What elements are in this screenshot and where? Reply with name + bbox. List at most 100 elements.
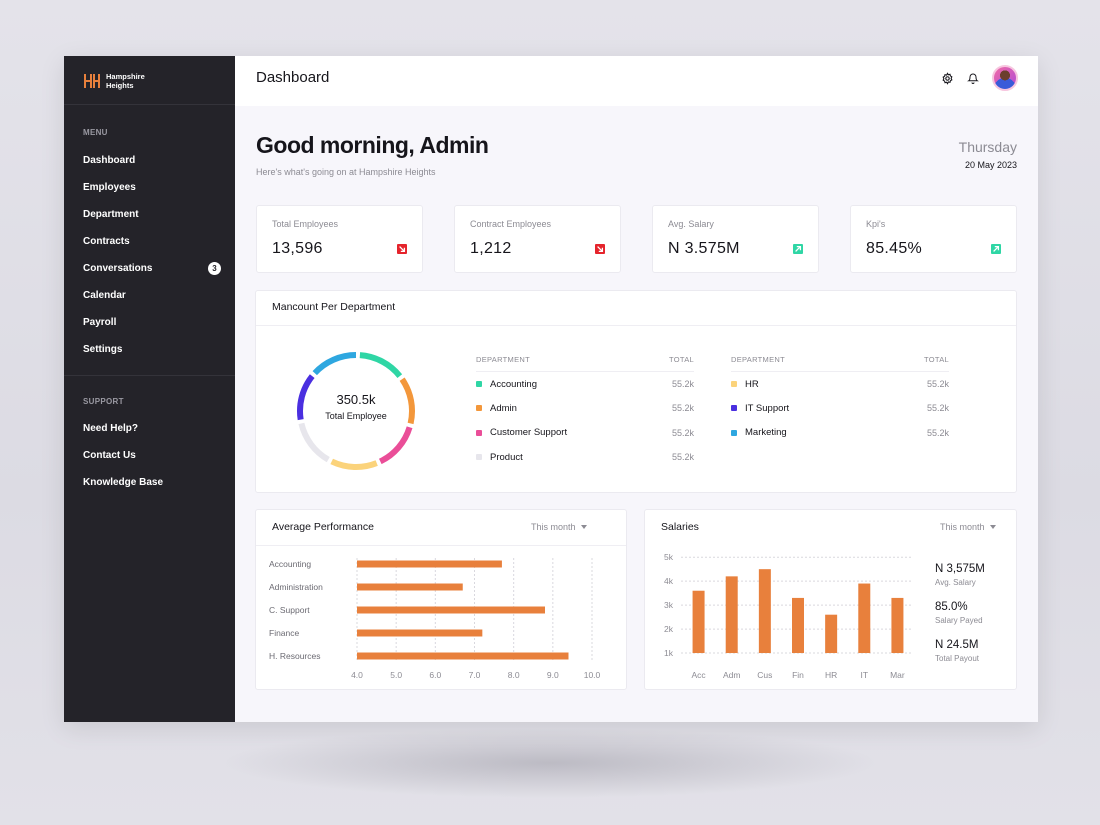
table-row[interactable]: Marketing 55.2k <box>731 421 949 445</box>
x-tick-label: Acc <box>691 670 706 680</box>
table-row[interactable]: Accounting 55.2k <box>476 372 694 396</box>
stat-value: N 3.575M <box>668 240 740 257</box>
stat-label: Total Employees <box>272 219 339 229</box>
bar-finance[interactable] <box>357 629 483 637</box>
sidebar-item-label: Knowledge Base <box>83 476 164 488</box>
avatar[interactable] <box>992 65 1018 91</box>
summary-value: N 24.5M <box>935 639 979 651</box>
sidebar-item-knowledge-base[interactable]: Knowledge Base <box>83 474 217 490</box>
sidebar-item-calendar[interactable]: Calendar <box>83 287 217 303</box>
donut-segment-customer-support[interactable] <box>378 426 413 465</box>
x-tick-label: 6.0 <box>429 670 441 680</box>
sidebar-item-label: Contracts <box>83 235 130 247</box>
chevron-down-icon <box>989 525 996 529</box>
y-tick-label: 1k <box>664 648 674 658</box>
x-tick-label: Adm <box>723 670 740 680</box>
bell-icon[interactable] <box>966 71 980 85</box>
bar-it[interactable] <box>858 583 871 654</box>
bar-cus[interactable] <box>758 569 771 654</box>
table-row[interactable]: Admin 55.2k <box>476 396 694 420</box>
x-tick-label: IT <box>861 670 869 680</box>
sidebar-item-settings[interactable]: Settings <box>83 341 217 357</box>
mancount-card: Mancount Per Department 350.5k Total Emp… <box>255 290 1017 493</box>
x-tick-label: 5.0 <box>390 670 402 680</box>
sidebar-item-payroll[interactable]: Payroll <box>83 314 217 330</box>
salaries-card: Salaries This month 1k 2k 3k 4k 5k Acc Adm Cus F… <box>644 509 1017 690</box>
trend-up-icon <box>991 244 1001 254</box>
gear-icon[interactable] <box>940 71 954 85</box>
department-name: Marketing <box>745 427 787 439</box>
department-total: 55.2k <box>926 427 949 438</box>
bar-mar[interactable] <box>891 597 904 654</box>
sidebar-item-contact-us[interactable]: Contact Us <box>83 447 217 463</box>
y-category-label: H. Resources <box>269 651 321 661</box>
sidebar-item-department[interactable]: Department <box>83 206 217 222</box>
column-header-total: TOTAL <box>924 355 949 364</box>
stat-label: Avg. Salary <box>668 219 714 229</box>
period-dropdown[interactable]: This month <box>940 522 996 532</box>
department-table-right: DEPARTMENT TOTAL HR 55.2k IT Support 55.… <box>731 355 949 445</box>
trend-up-icon <box>793 244 803 254</box>
donut-segment-admin[interactable] <box>399 377 415 425</box>
sidebar-item-label: Conversations <box>83 262 153 274</box>
stat-card-contract-employees[interactable]: Contract Employees 1,212 <box>454 205 621 273</box>
donut-segment-product[interactable] <box>298 422 330 463</box>
table-row[interactable]: Product 55.2k <box>476 445 694 469</box>
stat-card-avg-salary[interactable]: Avg. Salary N 3.575M <box>652 205 819 273</box>
sidebar-item-label: Settings <box>83 343 123 355</box>
donut-segment-accounting[interactable] <box>359 352 403 379</box>
donut-svg <box>297 352 415 470</box>
sidebar-item-dashboard[interactable]: Dashboard <box>83 152 217 168</box>
summary-label: Total Payout <box>935 654 980 663</box>
x-tick-label: 8.0 <box>508 670 520 680</box>
legend-swatch <box>476 405 482 412</box>
dropdown-value: This month <box>940 522 985 532</box>
stat-card-total-employees[interactable]: Total Employees 13,596 <box>256 205 423 273</box>
bar-fin[interactable] <box>792 597 804 654</box>
summary-label: Salary Payed <box>935 616 983 625</box>
table-row[interactable]: Customer Support 55.2k <box>476 421 694 445</box>
bar-hr[interactable] <box>825 614 838 654</box>
sidebar-item-employees[interactable]: Employees <box>83 179 217 195</box>
sidebar-item-label: Calendar <box>83 289 126 301</box>
summary-value: N 3,575M <box>935 563 985 575</box>
bar-adm[interactable] <box>725 576 738 654</box>
top-bar: Dashboard <box>235 56 1038 106</box>
sidebar-item-label: Need Help? <box>83 422 139 434</box>
sidebar: Hampshire Heights MENU Dashboard Employe… <box>64 56 235 722</box>
department-name: Admin <box>490 402 517 414</box>
divider <box>64 104 235 105</box>
bar-accounting[interactable] <box>357 560 502 568</box>
legend-swatch <box>476 429 482 436</box>
period-dropdown[interactable]: This month <box>531 522 587 532</box>
donut-segment-it-support[interactable] <box>297 374 315 421</box>
dropdown-value: This month <box>531 522 576 532</box>
bar-h-resources[interactable] <box>357 652 569 660</box>
stat-card-kpis[interactable]: Kpi's 85.45% <box>850 205 1017 273</box>
x-tick-label: 4.0 <box>351 670 363 680</box>
table-header: DEPARTMENT TOTAL <box>731 355 949 372</box>
stat-value: 1,212 <box>470 240 512 257</box>
brand[interactable]: Hampshire Heights <box>83 72 166 90</box>
legend-swatch <box>731 405 737 412</box>
donut-total-label: Total Employee <box>325 411 387 421</box>
sidebar-item-need-help[interactable]: Need Help? <box>83 420 217 436</box>
department-name: HR <box>745 378 759 390</box>
divider <box>64 375 235 376</box>
department-total: 55.2k <box>671 427 694 438</box>
greeting-heading: Good morning, Admin <box>256 132 489 158</box>
bar-administration[interactable] <box>357 583 463 591</box>
table-row[interactable]: HR 55.2k <box>731 372 949 396</box>
bar-c-support[interactable] <box>357 606 545 614</box>
divider <box>256 545 626 546</box>
y-tick-label: 4k <box>664 576 674 586</box>
donut-segment-marketing[interactable] <box>312 352 357 376</box>
bar-acc[interactable] <box>692 590 705 654</box>
donut-segment-hr[interactable] <box>330 458 378 470</box>
salary-summary-payout: N 24.5M Total Payout <box>935 639 979 663</box>
card-title: Average Performance <box>272 521 374 533</box>
sidebar-item-contracts[interactable]: Contracts <box>83 233 217 249</box>
table-row[interactable]: IT Support 55.2k <box>731 396 949 420</box>
sidebar-item-conversations[interactable]: Conversations 3 <box>83 260 221 276</box>
performance-bar-chart: 4.0 5.0 6.0 7.0 8.0 9.0 10.0 Accounting Administ… <box>269 558 601 680</box>
